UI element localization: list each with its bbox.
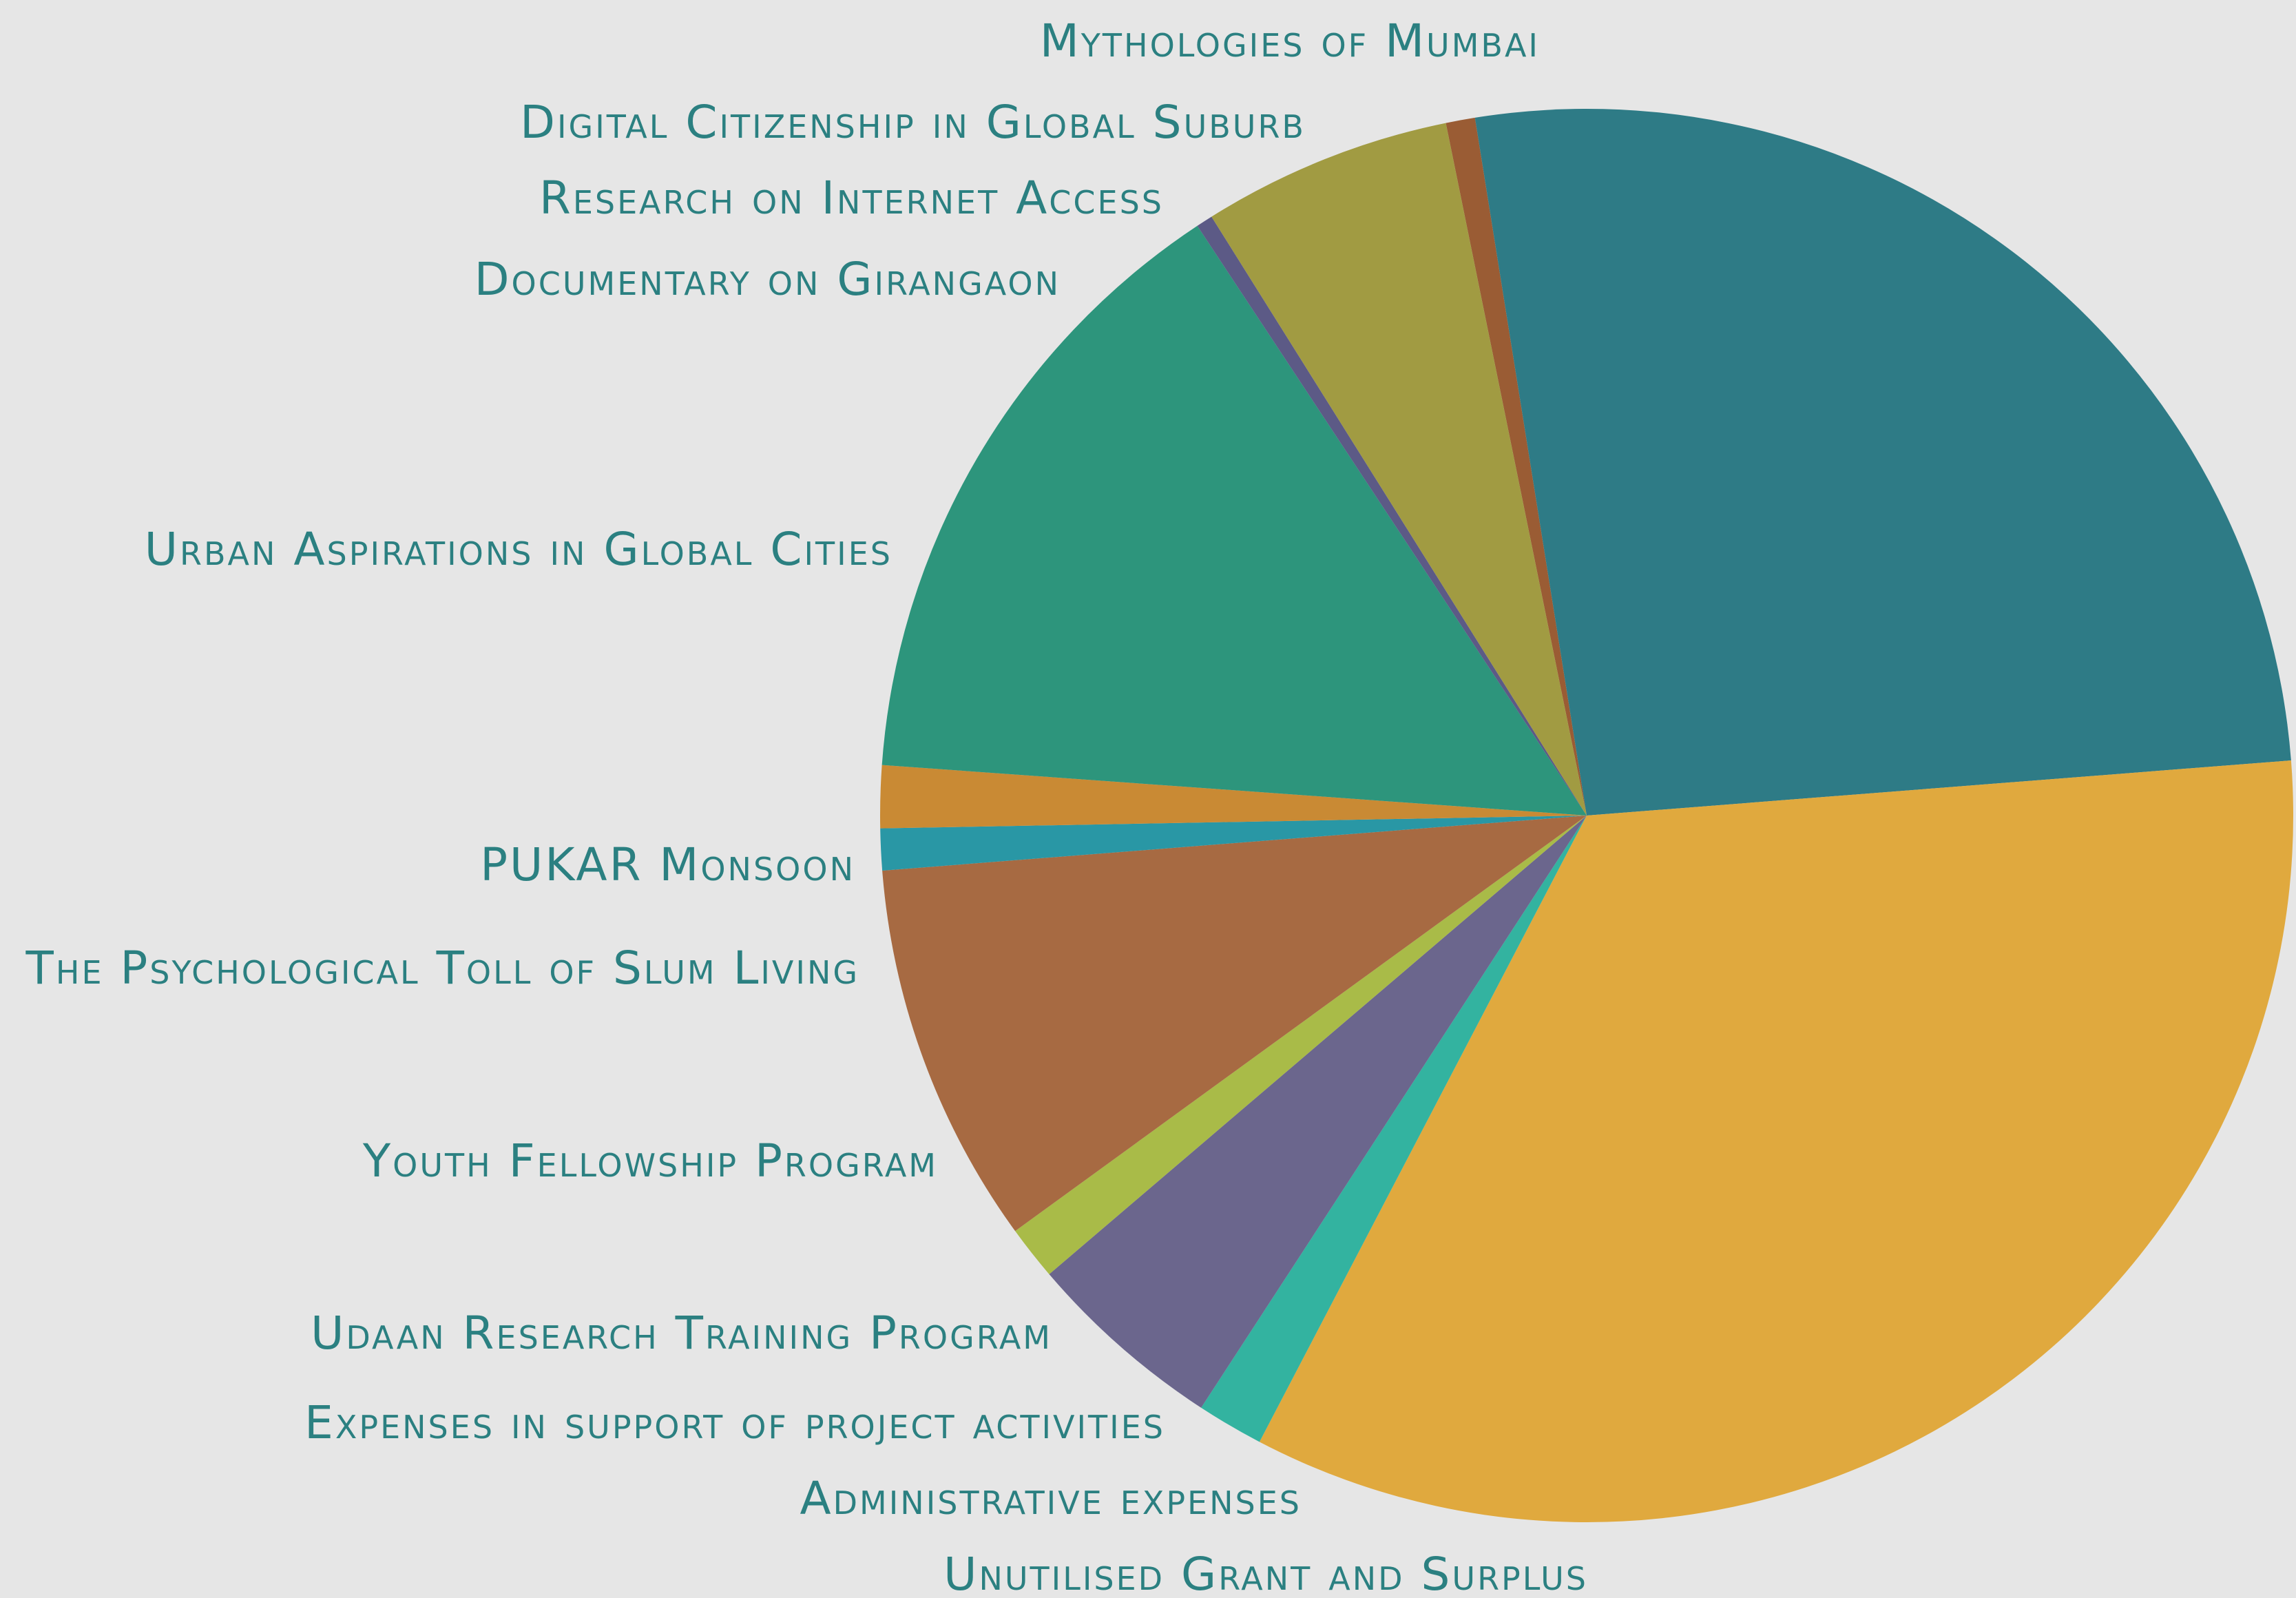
slice-label-11: Documentary on Girangaon [474, 253, 1061, 306]
pie-slice-1 [1474, 108, 2291, 816]
pie-slice-3 [1201, 816, 1587, 1442]
pie-slice-9 [881, 225, 1587, 816]
slices-layer [880, 108, 2294, 1523]
pie-slice-10 [1197, 216, 1587, 816]
slice-label-9: PUKAR Monsoon [480, 838, 855, 891]
pie-slice-2 [1259, 760, 2294, 1523]
pie-slice-5 [1015, 816, 1587, 1274]
pie-slice-0 [1446, 117, 1587, 816]
slice-label-3: Unutilised Grant and Surplus [943, 1548, 1588, 1598]
pie-slice-11 [1211, 123, 1587, 816]
slice-label-6: Udaan Research Training Program [311, 1307, 1052, 1360]
pie-slice-4 [1049, 816, 1587, 1408]
slice-label-5: Expenses in support of project activitie… [304, 1396, 1165, 1449]
slice-label-7: Youth Fellowship Program [362, 1134, 938, 1187]
slice-label-10: Urban Aspirations in Global Cities [145, 523, 893, 576]
labels-layer: Mythologies of Mumbai Unutilised Grant an… [25, 14, 1588, 1598]
pie-slice-7 [880, 816, 1587, 871]
slice-label-13: Digital Citizenship in Global Suburb [520, 96, 1306, 149]
pie-slice-6 [882, 816, 1587, 1232]
slice-label-12: Research on Internet Access [539, 172, 1164, 225]
slice-label-8: The Psychological Toll of Slum Living [25, 942, 859, 995]
slice-label-4: Administrative expenses [800, 1472, 1302, 1525]
slice-label-0: Mythologies of Mumbai [1040, 14, 1540, 68]
pie-slice-8 [880, 765, 1587, 829]
